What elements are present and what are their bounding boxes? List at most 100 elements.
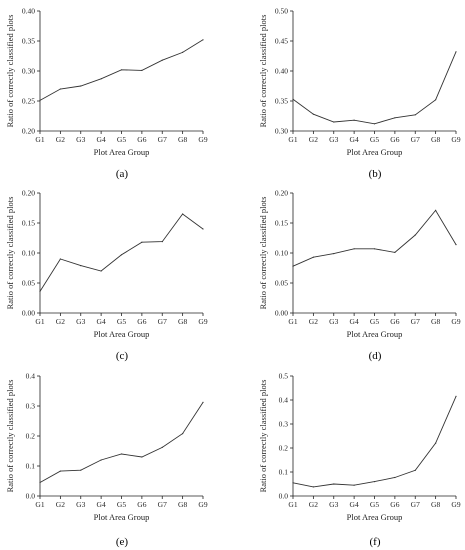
x-axis-label: Plot Area Group [94, 147, 150, 157]
panel-caption: (d) [369, 350, 382, 362]
data-point [292, 482, 294, 484]
data-point [333, 121, 335, 123]
x-tick-label: G7 [158, 317, 167, 326]
chart-panel: 0.00 0.05 0.10 0.15 0.20 G1 G2 G3 G4 G5 G6 G7 G8 G9 Pl… [5, 189, 208, 362]
data-point [120, 254, 123, 256]
y-tick-label: 0.0 [26, 492, 36, 501]
data-point [39, 290, 41, 292]
x-tick-label: G1 [35, 317, 44, 326]
data-point [333, 253, 335, 255]
y-axis-label: Ratio of correctly classified plots [5, 380, 15, 493]
y-axis-label: Ratio of correctly classified plots [258, 15, 268, 128]
y-axis-label: Ratio of correctly classified plots [258, 380, 268, 493]
data-point [353, 248, 355, 250]
x-tick-label: G6 [390, 135, 399, 144]
x-tick-label: G2 [56, 500, 65, 509]
data-point [455, 51, 457, 53]
y-tick-label: 0.20 [275, 189, 288, 198]
chart-panel: 0.0 0.1 0.2 0.3 0.4 G1 G2 G3 G4 G5 G6 G7 G8 G9 Plot Ar… [5, 372, 208, 548]
data-point [59, 470, 61, 472]
data-point [182, 433, 184, 435]
y-tick-label: 0.10 [275, 249, 288, 258]
y-tick-label: 0.40 [22, 7, 35, 16]
data-point [414, 114, 416, 116]
chart-panel: 0.00 0.05 0.10 0.15 0.20 G1 G2 G3 G4 G5 G6 G7 G8 G9 Pl… [258, 189, 461, 362]
data-point [182, 51, 184, 54]
chart-panel: 0.20 0.25 0.30 0.35 0.40 G1 G2 G3 G4 G5 G6 G7 G8 G9 Pl… [5, 7, 208, 180]
data-point [161, 241, 163, 243]
x-tick-label: G8 [178, 500, 187, 509]
y-tick-label: 0.30 [22, 67, 35, 76]
x-tick-label: G4 [350, 317, 359, 326]
x-tick-label: G6 [137, 500, 146, 509]
data-point [202, 401, 204, 403]
x-tick-label: G7 [411, 135, 420, 144]
x-tick-label: G3 [76, 500, 85, 509]
x-tick-label: G1 [288, 135, 297, 144]
series-line [292, 396, 457, 488]
data-point [39, 99, 41, 101]
data-point [161, 446, 163, 448]
y-tick-label: 0.50 [275, 7, 288, 16]
data-point [100, 459, 102, 461]
data-point [435, 442, 437, 444]
x-tick-label: G8 [431, 500, 440, 509]
x-tick-label: G4 [97, 135, 106, 144]
data-point [80, 469, 82, 471]
data-point [39, 481, 41, 484]
x-tick-label: G9 [451, 500, 460, 509]
x-tick-label: G9 [451, 135, 460, 144]
data-point [100, 270, 102, 272]
y-tick-label: 0.1 [26, 462, 36, 471]
data-point [373, 481, 376, 483]
panel-caption: (f) [370, 536, 381, 548]
x-tick-label: G8 [178, 135, 187, 144]
x-tick-label: G5 [370, 500, 379, 509]
data-point [353, 484, 355, 486]
data-point [312, 486, 314, 488]
x-tick-label: G2 [309, 135, 318, 144]
x-tick-label: G3 [329, 135, 338, 144]
data-point [414, 469, 416, 471]
data-point [59, 88, 61, 90]
x-tick-label: G1 [35, 135, 44, 144]
chart-panel: 0.30 0.35 0.40 0.45 0.50 G1 G2 G3 G4 G5 G6 G7 G8 G9 Pl… [258, 7, 461, 180]
x-tick-label: G2 [56, 135, 65, 144]
y-tick-label: 0.05 [275, 279, 288, 288]
y-tick-label: 0.25 [22, 97, 35, 106]
x-axis-label: Plot Area Group [94, 512, 150, 522]
data-point [394, 117, 396, 119]
y-tick-label: 0.35 [22, 37, 35, 46]
data-point [312, 113, 314, 115]
y-tick-label: 0.3 [279, 420, 289, 429]
chart-panel: 0.0 0.1 0.2 0.3 0.4 0.5 G1 G2 G3 G4 G5 G6 G7 G8 G9 Plot… [258, 372, 461, 548]
data-point [161, 59, 163, 61]
x-tick-label: G2 [309, 317, 318, 326]
x-tick-label: G7 [411, 500, 420, 509]
x-tick-label: G7 [158, 135, 167, 144]
y-tick-label: 0.20 [22, 189, 35, 198]
series-line [292, 209, 457, 267]
y-tick-label: 0.5 [279, 372, 289, 381]
y-tick-label: 0.00 [22, 309, 35, 318]
y-tick-label: 0.00 [275, 309, 288, 318]
data-point [202, 228, 204, 230]
y-axis-label: Ratio of correctly classified plots [5, 197, 15, 310]
x-tick-label: G1 [288, 317, 297, 326]
y-axis-label: Ratio of correctly classified plots [258, 197, 268, 310]
x-tick-label: G1 [35, 500, 44, 509]
x-tick-label: G6 [137, 135, 146, 144]
y-tick-label: 0.30 [275, 127, 288, 136]
data-point [292, 98, 294, 100]
x-axis-label: Plot Area Group [347, 147, 403, 157]
data-point [141, 456, 143, 458]
x-tick-label: G5 [117, 500, 126, 509]
y-tick-label: 0.2 [279, 444, 289, 453]
x-tick-label: G7 [158, 500, 167, 509]
y-tick-label: 0.4 [26, 372, 36, 381]
data-point [414, 234, 416, 236]
x-tick-label: G6 [390, 500, 399, 509]
x-tick-label: G4 [350, 500, 359, 509]
x-tick-label: G9 [198, 500, 207, 509]
series-line [292, 51, 457, 125]
